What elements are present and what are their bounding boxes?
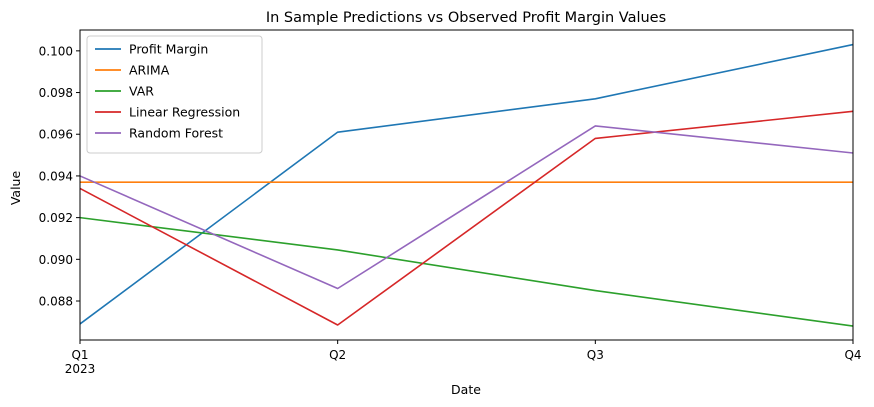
y-tick-label: 0.090 [39,253,73,267]
y-axis-label: Value [8,171,23,206]
ticks-layer: 0.088 0.090 0.092 0.094 0.096 0.098 0.100 Q1 Q2 Q… [39,44,862,376]
series-layer [79,43,854,327]
legend-entry-label: Random Forest [129,126,223,141]
x-tick-label: Q2 [329,348,346,362]
y-tick-label: 0.098 [39,86,73,100]
x-tick-label: Q4 [844,348,861,362]
series-line-profit-margin [79,43,854,325]
y-tick-label: 0.096 [39,128,73,142]
legend-entry-label: Linear Regression [129,105,240,120]
x-tick-label: Q3 [587,348,604,362]
series-line-var [79,216,854,327]
legend: Profit Margin ARIMA VAR Linear Regression Ra… [86,35,263,154]
legend-entry-label: ARIMA [129,63,170,78]
y-tick-label: 0.094 [39,169,73,183]
x-tick-sublabel: 2023 [65,362,96,376]
legend-box [86,35,263,154]
legend-entry-label: Profit Margin [129,42,208,57]
y-tick-label: 0.088 [39,295,73,309]
legend-entry-label: VAR [129,84,154,99]
x-tick-label: Q1 [71,348,88,362]
plot-frame [79,29,854,341]
y-tick-label: 0.092 [39,211,73,225]
chart-title: In Sample Predictions vs Observed Profit… [266,10,666,26]
y-tick-label: 0.100 [39,44,73,58]
series-line-random-forest [79,125,854,290]
x-axis-label: Date [451,382,481,397]
series-line-linear-regression [79,110,854,326]
